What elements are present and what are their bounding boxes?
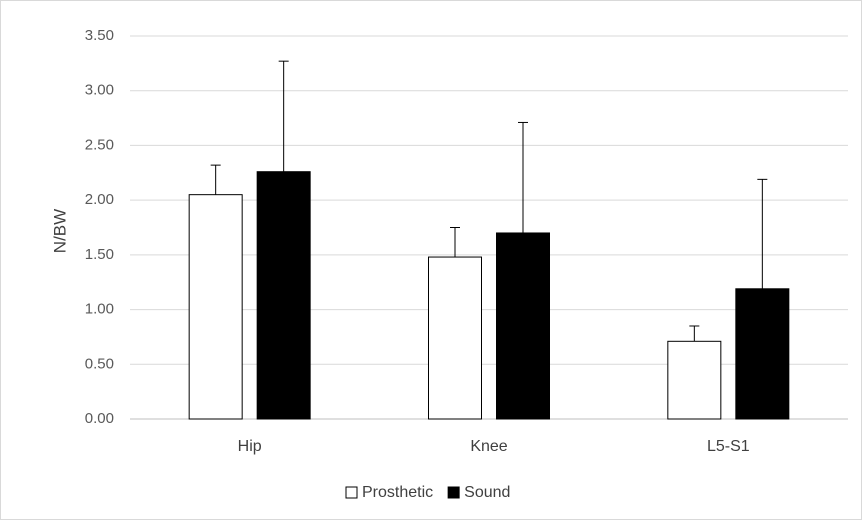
y-tick-label: 1.50 [85,246,114,263]
bar-sound-l5-s1 [735,288,790,420]
y-tick-label: 1.00 [85,301,114,318]
legend: Prosthetic Sound [345,484,510,501]
legend-label-prosthetic: Prosthetic [362,484,433,501]
y-axis-label: N/BW [50,209,69,253]
y-tick-label: 3.00 [85,82,114,99]
y-tick-labels: 0.00 0.50 1.00 1.50 2.00 2.50 3.00 3.50 [85,27,114,427]
y-tick-label: 3.50 [85,27,114,44]
bar-sound-knee [496,232,550,420]
legend-swatch-prosthetic [345,486,358,499]
category-label-knee: Knee [470,438,507,455]
y-tick-label: 0.00 [85,410,114,427]
y-tick-label: 2.00 [85,191,114,208]
legend-swatch-sound [447,486,460,499]
bar-sound-hip [256,171,311,420]
category-labels: Hip Knee L5-S1 [238,438,750,455]
bar-prosthetic-l5-s1 [667,340,722,420]
category-label-l5-s1: L5-S1 [707,438,750,455]
y-tick-label: 2.50 [85,136,114,153]
category-label-hip: Hip [238,438,262,455]
bar-prosthetic-knee [428,256,482,420]
legend-label-sound: Sound [464,484,510,501]
bars [188,171,790,420]
y-tick-label: 0.50 [85,355,114,372]
error-bars [210,60,768,342]
bar-prosthetic-hip [188,194,243,420]
gridlines [130,35,848,420]
